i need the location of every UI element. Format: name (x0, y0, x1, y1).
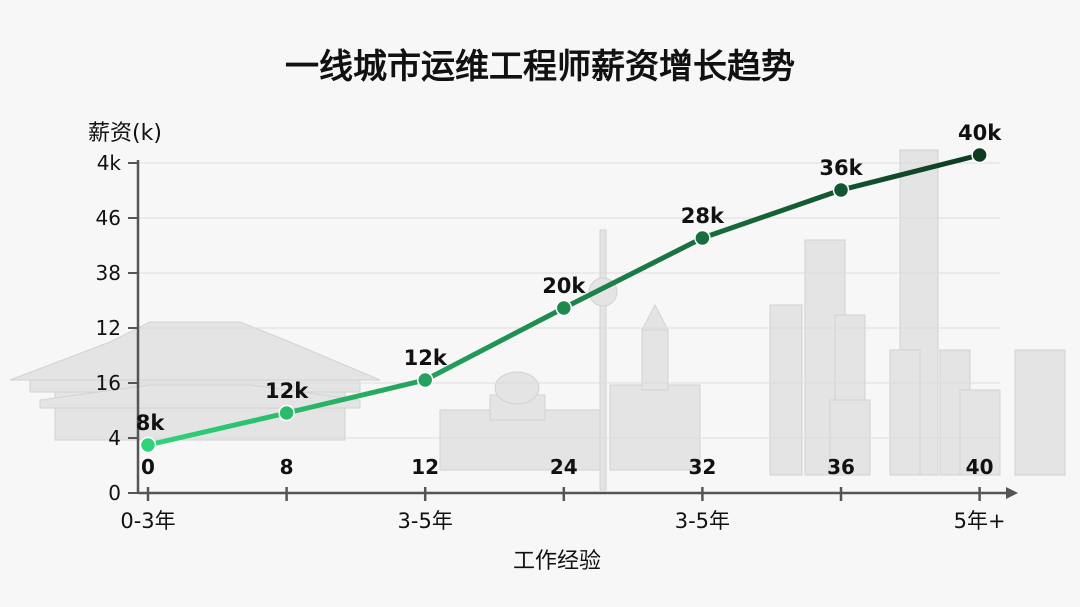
data-label: 40k (958, 121, 1002, 145)
data-point (832, 181, 850, 199)
data-point (555, 299, 573, 317)
x-tick-label: 0-3年 (120, 509, 175, 533)
under-axis-value-label: 0 (141, 455, 155, 479)
x-axis-arrow-icon (1006, 487, 1018, 499)
y-tick-label: 4 (108, 426, 121, 450)
y-tick-label: 0 (108, 481, 121, 505)
data-label-group: 8k 12k 12k 20k 28k 36k 40k (136, 121, 1003, 435)
y-tick-label: 46 (96, 206, 121, 230)
x-axis-label: 工作经验 (513, 549, 601, 574)
data-point (694, 229, 711, 247)
x-tick-label: 3-5年 (675, 509, 730, 533)
data-point (971, 146, 988, 164)
data-label: 36k (819, 156, 863, 180)
under-label-group: 0 8 12 24 32 36 40 (141, 455, 993, 479)
data-label: 28k (681, 204, 725, 228)
y-tick-label: 12 (96, 316, 121, 340)
under-axis-value-label: 32 (688, 455, 716, 479)
y-tick-label: 4k (97, 151, 122, 175)
data-point (139, 436, 157, 454)
under-axis-value-label: 24 (550, 455, 578, 479)
chart-title: 一线城市运维工程师薪资增长趋势 (285, 47, 795, 87)
data-point (278, 404, 295, 422)
data-point (416, 371, 434, 389)
y-tick-label: 38 (96, 261, 121, 285)
data-point-group (139, 146, 988, 454)
y-axis-label: 薪资(k) (88, 121, 162, 146)
grid-lines (138, 162, 1000, 439)
under-axis-value-label: 12 (411, 455, 439, 479)
city-skyline-illustration (9, 149, 1066, 491)
x-tick-label: 3-5年 (398, 509, 453, 533)
under-axis-value-label: 40 (966, 455, 994, 479)
y-tick-group: 0 4 16 12 38 46 4k (96, 151, 138, 505)
data-label: 8k (136, 411, 166, 435)
y-tick-label: 16 (96, 371, 121, 395)
x-tick-group: 0-3年 3-5年 3-5年 5年+ (120, 487, 1006, 533)
under-axis-value-label: 8 (280, 455, 294, 479)
data-label: 20k (542, 274, 586, 298)
data-label: 12k (265, 379, 309, 403)
under-axis-value-label: 36 (827, 455, 855, 479)
x-tick-label: 5年+ (954, 509, 1006, 533)
data-label: 12k (404, 346, 448, 370)
